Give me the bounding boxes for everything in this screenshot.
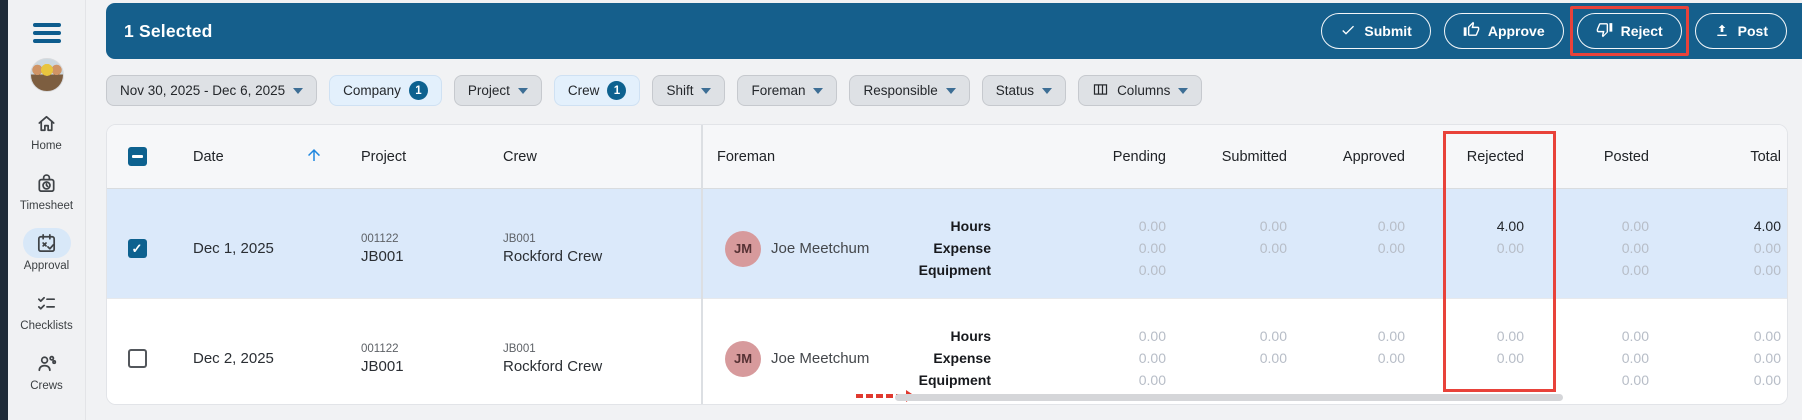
row-crew: JB001 Rockford Crew <box>503 232 603 265</box>
chevron-down-icon <box>813 87 824 94</box>
filter-count-badge: 1 <box>408 81 428 100</box>
sort-ascending-icon[interactable] <box>305 146 323 168</box>
column-header-pending[interactable]: Pending <box>1112 148 1166 165</box>
row-project: 001122 JB001 <box>361 342 404 375</box>
column-header-crew[interactable]: Crew <box>503 148 537 165</box>
row-date: Dec 2, 2025 <box>193 350 274 367</box>
approval-table: Date Project Crew Foreman Pending Submit… <box>106 124 1788 405</box>
select-all-checkbox[interactable] <box>127 147 147 166</box>
column-header-total[interactable]: Total <box>1750 148 1781 165</box>
row-crew: JB001 Rockford Crew <box>503 342 603 375</box>
upload-icon <box>1714 22 1730 41</box>
horizontal-scrollbar[interactable] <box>895 394 1563 401</box>
table-row[interactable]: ✓ Dec 1, 2025 001122 JB001 JB001 Rockfor… <box>107 189 1787 299</box>
column-header-project[interactable]: Project <box>361 148 407 165</box>
row-checkbox[interactable] <box>127 349 147 368</box>
chevron-down-icon <box>1042 87 1053 94</box>
row-project: 001122 JB001 <box>361 232 404 265</box>
column-header-posted[interactable]: Posted <box>1603 148 1649 165</box>
chevron-down-icon <box>293 87 304 94</box>
chevron-down-icon <box>701 87 712 94</box>
chevron-down-icon <box>945 87 956 94</box>
foreman-avatar: JM <box>725 340 761 377</box>
table-header-row: Date Project Crew Foreman Pending Submit… <box>107 125 1787 189</box>
metric-labels: Hours Expense Equipment <box>918 328 991 388</box>
pinned-columns-divider <box>701 125 703 404</box>
sidebar-item-label: Checklists <box>20 320 73 332</box>
cell-approved: 0.00 0.00 <box>1377 218 1405 256</box>
cell-posted: 0.00 0.00 0.00 <box>1621 328 1649 388</box>
crew-filter[interactable]: Crew 1 <box>553 75 641 106</box>
column-header-submitted[interactable]: Submitted <box>1221 148 1287 165</box>
date-range-filter[interactable]: Nov 30, 2025 - Dec 6, 2025 <box>106 75 318 106</box>
thumb-up-icon <box>1463 21 1480 41</box>
sidebar: Home Timesheet Approval Checklists Crews <box>8 0 86 420</box>
shift-filter[interactable]: Shift <box>652 75 726 106</box>
selection-toolbar: 1 Selected Submit Approve Reject Post <box>106 3 1802 59</box>
menu-icon[interactable] <box>32 23 61 43</box>
cell-pending: 0.00 0.00 0.00 <box>1138 328 1166 388</box>
company-filter[interactable]: Company 1 <box>329 75 442 106</box>
sidebar-item-checklists[interactable]: Checklists <box>8 288 86 332</box>
reject-button-annotation: Reject <box>1569 6 1689 56</box>
sidebar-item-label: Approval <box>23 260 70 272</box>
column-header-foreman[interactable]: Foreman <box>717 148 776 165</box>
cell-total: 0.00 0.00 0.00 <box>1753 328 1781 388</box>
columns-menu[interactable]: Columns <box>1078 75 1203 106</box>
filter-bar: Nov 30, 2025 - Dec 6, 2025 Company 1 Pro… <box>106 75 1203 106</box>
sidebar-item-label: Timesheet <box>19 200 74 212</box>
reject-button[interactable]: Reject <box>1576 13 1682 49</box>
left-edge-strip <box>0 0 8 420</box>
checklist-icon <box>23 288 71 318</box>
post-button[interactable]: Post <box>1694 13 1787 49</box>
sidebar-item-timesheet[interactable]: Timesheet <box>8 168 86 212</box>
cell-rejected: 4.00 0.00 <box>1496 218 1524 256</box>
cell-rejected: 0.00 0.00 <box>1496 328 1524 366</box>
chevron-down-icon <box>517 87 528 94</box>
status-filter[interactable]: Status <box>981 75 1067 106</box>
user-avatar[interactable] <box>29 58 64 92</box>
project-filter[interactable]: Project <box>453 75 542 106</box>
cell-total: 4.00 0.00 0.00 <box>1753 218 1781 278</box>
metric-labels: Hours Expense Equipment <box>918 218 991 278</box>
approve-button[interactable]: Approve <box>1443 13 1564 49</box>
sidebar-item-crews[interactable]: Crews <box>8 348 86 392</box>
approval-calendar-icon <box>22 228 71 258</box>
cell-pending: 0.00 0.00 0.00 <box>1138 218 1166 278</box>
cell-posted: 0.00 0.00 0.00 <box>1621 218 1649 278</box>
sidebar-item-home[interactable]: Home <box>8 108 86 152</box>
row-checkbox[interactable]: ✓ <box>127 239 147 258</box>
foreman-avatar: JM <box>725 230 761 267</box>
row-foreman: JM Joe Meetchum <box>701 299 901 404</box>
foreman-filter[interactable]: Foreman <box>737 75 838 106</box>
row-date: Dec 1, 2025 <box>193 240 274 257</box>
toolbar-buttons: Submit Approve Reject Post <box>1321 6 1802 56</box>
cell-submitted: 0.00 0.00 <box>1259 328 1287 366</box>
thumb-down-icon <box>1596 21 1613 41</box>
submit-button[interactable]: Submit <box>1321 13 1431 49</box>
filter-count-badge: 1 <box>607 81 627 100</box>
table-row[interactable]: Dec 2, 2025 001122 JB001 JB001 Rockford … <box>107 299 1787 404</box>
column-header-rejected[interactable]: Rejected <box>1466 148 1524 165</box>
column-header-approved[interactable]: Approved <box>1342 148 1405 165</box>
selected-count: 1 Selected <box>124 20 213 41</box>
row-foreman: JM Joe Meetchum <box>701 189 901 298</box>
check-icon <box>1340 22 1356 41</box>
cell-submitted: 0.00 0.00 <box>1259 218 1287 256</box>
crews-icon <box>23 348 71 378</box>
sidebar-item-label: Crews <box>30 380 63 392</box>
chevron-down-icon <box>1178 87 1189 94</box>
columns-icon <box>1092 81 1109 101</box>
responsible-filter[interactable]: Responsible <box>849 75 970 106</box>
home-icon <box>23 108 71 138</box>
timesheet-icon <box>23 168 71 198</box>
sidebar-item-label: Home <box>31 140 62 152</box>
sidebar-item-approval[interactable]: Approval <box>8 228 86 272</box>
cell-approved: 0.00 0.00 <box>1377 328 1405 366</box>
column-header-date[interactable]: Date <box>193 148 224 165</box>
